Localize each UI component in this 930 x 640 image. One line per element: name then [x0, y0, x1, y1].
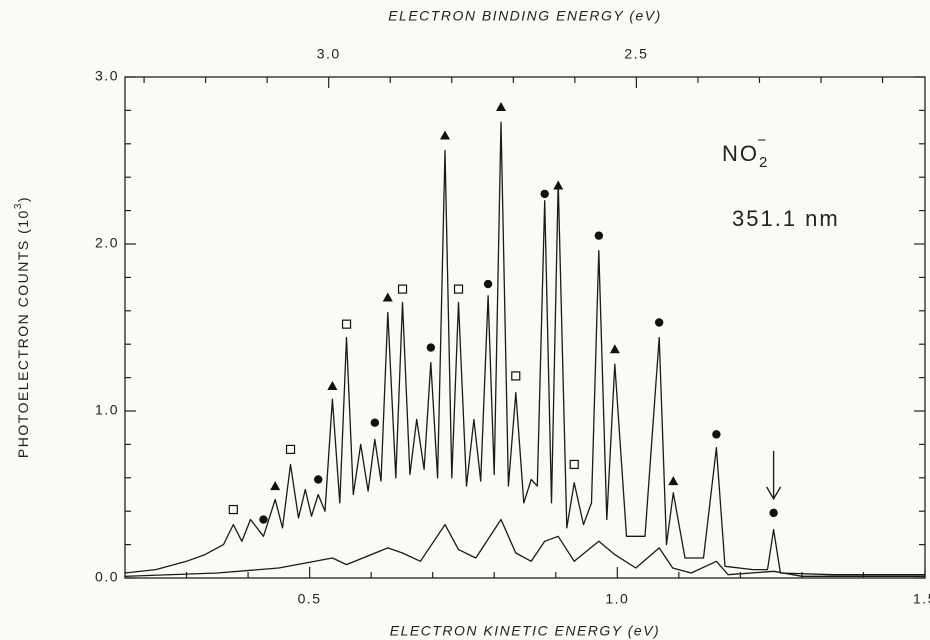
species-subscript: 2: [759, 154, 769, 171]
square-marker: [285, 444, 296, 455]
x-axis-label: ELECTRON KINETIC ENERGY (eV): [390, 623, 660, 639]
triangle-marker: [553, 180, 564, 190]
square-marker: [511, 371, 521, 381]
species-superscript: −: [757, 132, 768, 149]
y-tick-label: 0.0: [95, 569, 119, 585]
y-label-unit: (10: [15, 209, 31, 234]
triangle-marker: [440, 130, 450, 140]
circle-marker: [370, 418, 380, 427]
triangle-marker: [668, 476, 679, 486]
x-tick-label: 1.5: [913, 591, 930, 607]
y-label-text: PHOTOELECTRON COUNTS: [15, 239, 31, 458]
species-label: NO2 −: [722, 132, 769, 171]
square-marker: [397, 284, 408, 294]
x2-axis-label: ELECTRON BINDING ENERGY (eV): [388, 8, 662, 24]
triangle-marker: [327, 380, 338, 390]
x2-tick-label: 3.0: [317, 46, 341, 62]
plot-frame: [124, 76, 926, 579]
y-label-close: ): [15, 196, 31, 202]
triangle-marker: [270, 481, 281, 491]
wavelength-label: 351.1 nm: [732, 206, 840, 231]
circle-marker: [654, 318, 664, 327]
spectrum-line: [124, 121, 925, 576]
square-marker: [569, 459, 579, 470]
arrow: [766, 450, 782, 501]
square-marker: [228, 504, 238, 515]
species: NO: [722, 141, 759, 166]
square-marker: [453, 284, 464, 294]
triangle-marker: [382, 292, 393, 302]
circle-marker: [712, 430, 721, 439]
y-tick-label: 3.0: [95, 68, 119, 84]
y-tick-label: 1.0: [95, 402, 119, 418]
circle-marker: [540, 189, 549, 199]
y-label-exponent: 3: [13, 202, 24, 209]
triangle-marker: [496, 102, 506, 112]
y-axis-label: PHOTOELECTRON COUNTS (103): [13, 196, 31, 458]
circle-marker: [259, 515, 268, 524]
circle-marker: [594, 231, 604, 240]
x2-tick-label: 2.5: [624, 46, 648, 62]
square-marker: [341, 319, 352, 329]
spectrum-line: [124, 518, 925, 577]
triangle-marker: [609, 344, 620, 354]
y-tick-label: 2.0: [95, 235, 119, 251]
x-tick-label: 1.0: [605, 591, 629, 607]
x-tick-label: 0.5: [298, 591, 322, 607]
circle-marker: [769, 508, 778, 518]
circle-marker: [483, 279, 493, 289]
circle-marker: [314, 475, 323, 484]
circle-marker: [426, 343, 436, 352]
